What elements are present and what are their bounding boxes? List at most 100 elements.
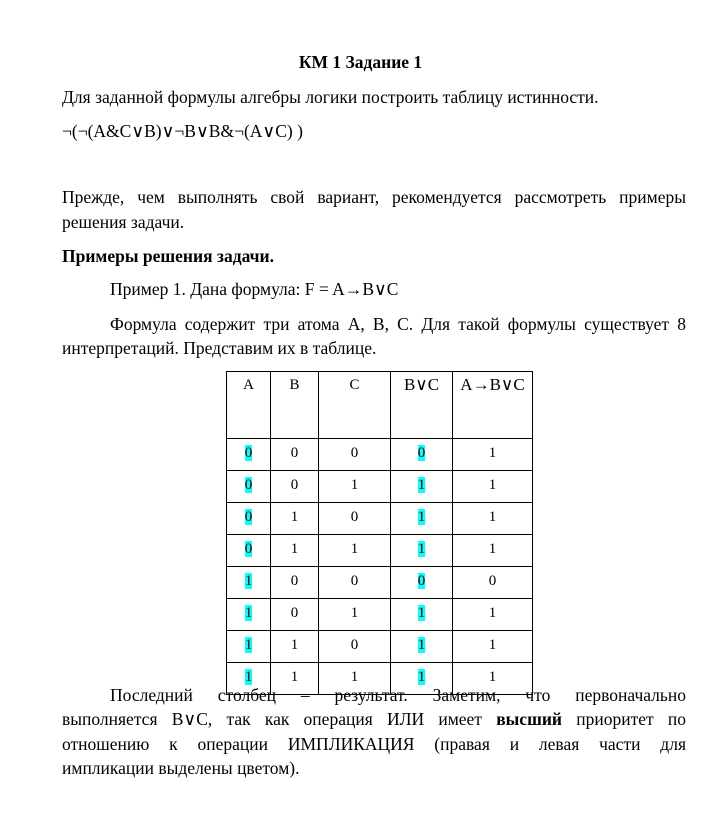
cell-value: 0 [244,509,253,525]
cell-value: 0 [350,509,359,525]
table-cell: 1 [226,662,271,695]
conclusion-line-4: импликации выделены цветом). [62,758,300,778]
table-cell: 1 [270,630,319,663]
advice-line-1: Прежде, чем выполнять свой вариант, реко… [62,187,686,207]
cell-value: 0 [290,477,299,493]
table-cell: 0 [318,630,391,663]
table-cell: 0 [390,438,453,471]
cell-value: 1 [417,477,426,493]
cell-value: 1 [290,509,299,525]
cell-value: 0 [244,477,253,493]
conclusion-line-1: Последний столбец – результат. Заметим, … [110,685,686,705]
table-row: 1 1 1 1 1 [226,662,533,695]
example-1-text-2: интерпретаций. Представим их в таблице. [62,338,377,358]
cell-value: 1 [244,637,253,653]
cell-value: 1 [244,573,253,589]
truth-table: A B C B∨C A→B∨C 0 0 0 0 1 0 0 1 1 1 0 1 0 1 1 0 1 1 1 1 1 0 0 0 0 1 0 1 1… [226,371,533,695]
table-cell: 1 [318,598,391,631]
cell-value: 0 [290,445,299,461]
cell-value: 1 [417,541,426,557]
table-cell: 0 [226,470,271,503]
cell-value: 1 [488,669,497,685]
cell-value: 1 [350,605,359,621]
table-row: 0 0 0 0 1 [226,438,533,471]
table-cell: 1 [318,534,391,567]
table-cell: 0 [318,566,391,599]
table-cell: 0 [318,502,391,535]
conclusion-line-2: выполняется B∨C, так как операция ИЛИ им… [62,709,686,729]
cell-value: 1 [290,541,299,557]
table-cell: 1 [452,598,533,631]
conclusion-text: приоритет по [562,709,686,729]
cell-value: 1 [417,637,426,653]
table-header-row: A B C B∨C A→B∨C [226,371,533,439]
conclusion-line-3: отношению к операции ИМПЛИКАЦИЯ (правая … [62,734,686,754]
table-row: 0 1 1 1 1 [226,534,533,567]
column-header: B [270,371,319,439]
bold-word: высший [496,709,563,729]
cell-value: 0 [417,573,426,589]
cell-value: 1 [417,509,426,525]
column-header: A [226,371,271,439]
formula: ¬(¬(A&C∨B)∨¬B∨B&¬(A∨C) ) [62,121,303,141]
example-1-formula: Пример 1. Дана формула: F = A→B∨C [110,279,399,299]
cell-value: 0 [417,445,426,461]
cell-value: 0 [350,637,359,653]
cell-value: 1 [488,637,497,653]
table-cell: 0 [270,438,319,471]
column-header: B∨C [390,371,453,439]
advice-line-2: решения задачи. [62,212,185,232]
examples-heading: Примеры решения задачи. [62,246,274,266]
column-header: C [318,371,391,439]
cell-value: 0 [350,445,359,461]
cell-value: 1 [290,669,299,685]
cell-value: 1 [350,541,359,557]
cell-value: 1 [244,669,253,685]
cell-value: 1 [417,605,426,621]
cell-value: 0 [488,573,497,589]
table-cell: 1 [452,630,533,663]
table-cell: 1 [452,502,533,535]
table-cell: 1 [318,470,391,503]
cell-value: 1 [244,605,253,621]
conclusion-text: выполняется B∨C, так как операция ИЛИ им… [62,709,497,729]
cell-value: 0 [244,445,253,461]
table-row: 1 0 1 1 1 [226,598,533,631]
table-cell: 1 [226,566,271,599]
table-cell: 0 [270,598,319,631]
table-cell: 1 [226,630,271,663]
table-cell: 0 [226,502,271,535]
table-cell: 1 [452,470,533,503]
table-cell: 1 [390,502,453,535]
cell-value: 0 [290,573,299,589]
table-row: 1 1 0 1 1 [226,630,533,663]
table-cell: 1 [452,662,533,695]
cell-value: 1 [488,605,497,621]
example-1-text-1: Формула содержит три атома A, B, C. Для … [110,314,686,334]
cell-value: 0 [290,605,299,621]
page-title: КМ 1 Задание 1 [298,52,423,72]
cell-value: 0 [244,541,253,557]
table-cell: 0 [270,470,319,503]
table-cell: 0 [270,566,319,599]
cell-value: 1 [290,637,299,653]
task-text: Для заданной формулы алгебры логики пост… [62,87,599,107]
table-row: 0 1 0 1 1 [226,502,533,535]
table-row: 0 0 1 1 1 [226,470,533,503]
cell-value: 1 [350,477,359,493]
table-cell: 1 [270,534,319,567]
cell-value: 1 [488,477,497,493]
cell-value: 1 [350,669,359,685]
table-cell: 1 [226,598,271,631]
table-cell: 1 [270,502,319,535]
table-row: 1 0 0 0 0 [226,566,533,599]
table-cell: 0 [452,566,533,599]
table-cell: 1 [452,534,533,567]
cell-value: 1 [417,669,426,685]
cell-value: 1 [488,445,497,461]
table-cell: 1 [452,438,533,471]
cell-value: 1 [488,509,497,525]
column-header: A→B∨C [452,371,533,439]
table-cell: 1 [390,630,453,663]
